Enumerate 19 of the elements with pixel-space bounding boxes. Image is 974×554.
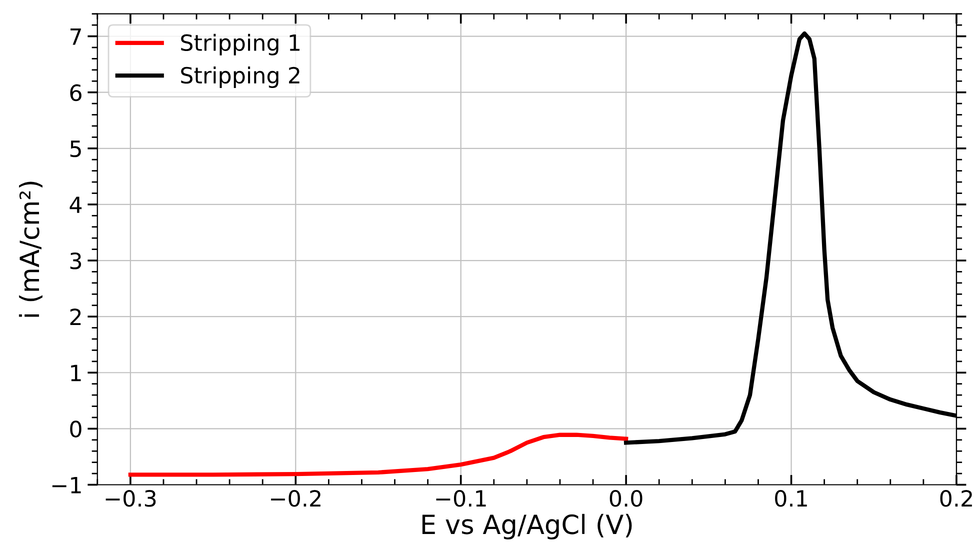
x-tick-label: 0.1: [775, 490, 807, 507]
x-axis-title: E vs Ag/AgCl (V): [422, 514, 632, 540]
x-tick-label: −0.3: [106, 490, 156, 507]
x-tick-label: 0.2: [940, 490, 972, 507]
y-tick-label: 7: [70, 28, 81, 45]
x-tick-label: −0.1: [436, 490, 486, 507]
y-tick-label: 4: [70, 196, 82, 213]
legend-label: Stripping 1: [181, 34, 300, 56]
x-tick-label: 0.0: [610, 490, 642, 507]
y-tick-label: 1: [71, 364, 81, 382]
x-tick-label: −0.2: [271, 490, 320, 507]
y-axis-title: i (mA/cm²): [18, 182, 42, 317]
y-tick-label: 0: [70, 420, 82, 438]
y-tick-label: 3: [70, 252, 82, 270]
y-tick-label: 5: [70, 140, 81, 158]
y-tick-label: 2: [70, 308, 81, 326]
y-tick-label: −1: [52, 476, 81, 494]
legend-label: Stripping 2: [181, 66, 300, 88]
y-tick-label: 6: [70, 84, 82, 102]
